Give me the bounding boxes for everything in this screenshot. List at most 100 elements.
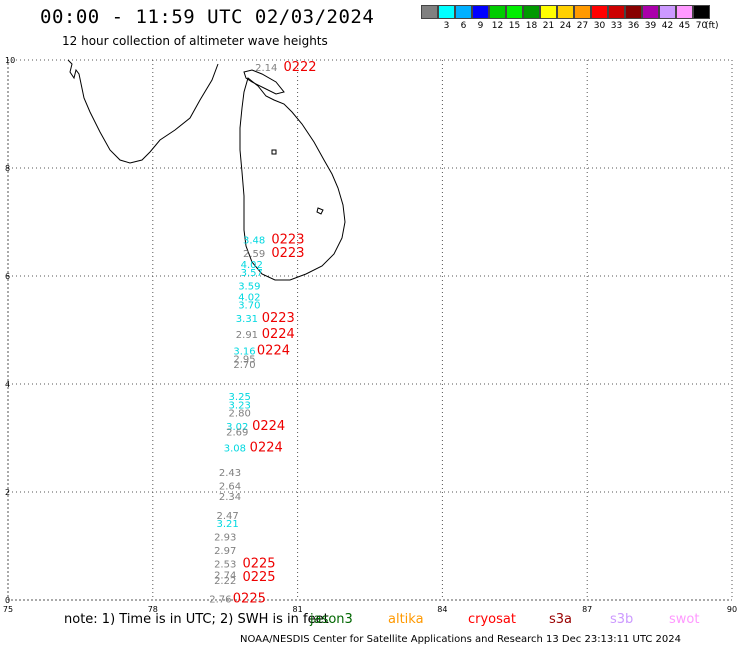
wave-height-value: 2.69: [226, 427, 248, 438]
legend-swatch: [557, 5, 574, 19]
wave-height-value: 2.14: [255, 63, 277, 74]
legend-label: 30: [593, 21, 606, 31]
pass-time-label: 0224: [250, 441, 283, 456]
legend-label: 45: [678, 21, 691, 31]
satellite-label: altika: [388, 612, 424, 627]
wave-height-value: 2.91: [236, 330, 258, 341]
wave-height-value: 3.70: [238, 300, 260, 311]
pass-time-label: 0225: [242, 570, 275, 585]
legend-label: 18: [525, 21, 538, 31]
axis-labels: 75 78 81 84 87 90 0 2 4 6 8 10: [3, 56, 737, 614]
wave-height-observations: 2.143.482.594.023.573.594.023.703.312.91…: [209, 63, 277, 606]
pass-time-label: 0225: [233, 592, 266, 607]
india-coastline: [67, 59, 219, 164]
wave-height-value: 3.48: [243, 236, 265, 247]
legend-swatch: [676, 5, 693, 19]
pass-time-label: 0225: [242, 557, 275, 572]
lat-tick-label: 2: [5, 488, 10, 497]
satellite-label: s3a: [549, 612, 573, 627]
lat-tick-label: 6: [5, 272, 10, 281]
lat-tick-label: 4: [5, 380, 10, 389]
satellite-label: swot: [669, 612, 700, 627]
map-subtitle: 12 hour collection of altimeter wave hei…: [62, 34, 328, 48]
credit-line: NOAA/NESDIS Center for Satellite Applica…: [240, 634, 682, 645]
wave-height-value: 3.31: [236, 314, 258, 325]
legend-label: 36: [627, 21, 640, 31]
legend-label: 39: [644, 21, 657, 31]
wave-height-value: 2.59: [243, 249, 265, 260]
lon-tick-label: 81: [293, 605, 303, 614]
legend-swatch: [455, 5, 472, 19]
pass-time-label: 0223: [271, 246, 304, 261]
legend-label: 33: [610, 21, 623, 31]
lon-tick-label: 75: [3, 605, 13, 614]
legend-swatch: [642, 5, 659, 19]
wave-height-value: 2.64: [219, 481, 241, 492]
lat-tick-label: 10: [5, 56, 15, 65]
lon-tick-label: 90: [727, 605, 737, 614]
map-title: 00:00 - 11:59 UTC 02/03/2024: [40, 6, 375, 28]
legend-swatch: [506, 5, 523, 19]
color-legend: 3 6 9 12 15 18 21 24 27 30 33 36 39 42 45 70 (ft): [421, 5, 719, 31]
pass-time-label: 0223: [262, 311, 295, 326]
coastal-islet: [271, 149, 277, 155]
legend-label: 27: [576, 21, 589, 31]
wave-height-value: 3.02: [226, 422, 248, 433]
sri-lanka-coastline: [239, 77, 346, 281]
wave-height-value: 2.95: [233, 354, 255, 365]
legend-swatch: [523, 5, 540, 19]
legend-labels: 3 6 9 12 15 18 21 24 27 30 33 36 39 42 45 70: [421, 21, 710, 31]
lon-tick-label: 84: [437, 605, 447, 614]
map-frame: [7, 59, 733, 601]
wave-height-value: 3.23: [229, 400, 251, 411]
map-grid: [7, 59, 733, 601]
wave-height-value: 2.47: [216, 511, 238, 522]
satellite-label: s3b: [610, 612, 634, 627]
pass-time-label: 0224: [257, 343, 290, 358]
legend-swatch: [421, 5, 438, 19]
pass-time-label: 0224: [252, 419, 285, 434]
wave-height-value: 3.08: [224, 444, 246, 455]
pass-time-label: 0223: [271, 233, 304, 248]
legend-label: 12: [491, 21, 504, 31]
legend-swatch: [625, 5, 642, 19]
legend-swatch: [472, 5, 489, 19]
wave-height-value: 4.02: [241, 260, 263, 271]
wave-height-value: 3.25: [229, 392, 251, 403]
legend-label: 21: [542, 21, 555, 31]
legend-swatch: [591, 5, 608, 19]
legend-label: 24: [559, 21, 572, 31]
legend-label: 3: [443, 21, 450, 31]
lon-tick-label: 78: [148, 605, 158, 614]
pass-time-label: 0222: [283, 60, 316, 75]
wave-height-value: 2.80: [229, 408, 251, 419]
wave-height-value: 3.57: [241, 268, 263, 279]
legend-swatch: [693, 5, 710, 19]
wave-height-value: 3.16: [233, 346, 255, 357]
wave-height-value: 2.43: [219, 468, 241, 479]
wave-height-value: 2.76: [209, 595, 231, 606]
wave-height-value: 2.97: [214, 546, 236, 557]
wave-height-value: 2.93: [214, 533, 236, 544]
satellite-label: jason3: [310, 612, 353, 627]
legend-swatch: [659, 5, 676, 19]
legend-swatch: [438, 5, 455, 19]
legend-unit: (ft): [705, 21, 719, 31]
legend-swatch: [574, 5, 591, 19]
legend-color-bar: [421, 5, 710, 19]
wave-height-value: 3.21: [216, 519, 238, 530]
wave-height-value: 2.34: [219, 492, 241, 503]
wave-height-value: 2.74: [214, 570, 236, 581]
legend-label: 42: [661, 21, 674, 31]
satellite-label: cryosat: [468, 612, 516, 627]
legend-label: 9: [477, 21, 484, 31]
wave-height-value: 4.02: [238, 292, 260, 303]
legend-label: 6: [460, 21, 467, 31]
lat-tick-label: 8: [5, 164, 10, 173]
pass-time-labels: 0222022302230223022402240224022402250225…: [233, 60, 317, 607]
coastline: [67, 59, 346, 281]
legend-swatch: [608, 5, 625, 19]
wave-height-value: 2.53: [214, 560, 236, 571]
legend-swatch: [540, 5, 557, 19]
